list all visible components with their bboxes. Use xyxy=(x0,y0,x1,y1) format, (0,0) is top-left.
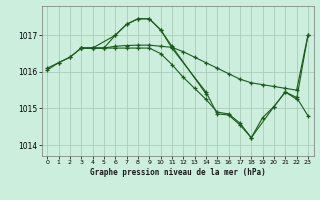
X-axis label: Graphe pression niveau de la mer (hPa): Graphe pression niveau de la mer (hPa) xyxy=(90,168,266,177)
